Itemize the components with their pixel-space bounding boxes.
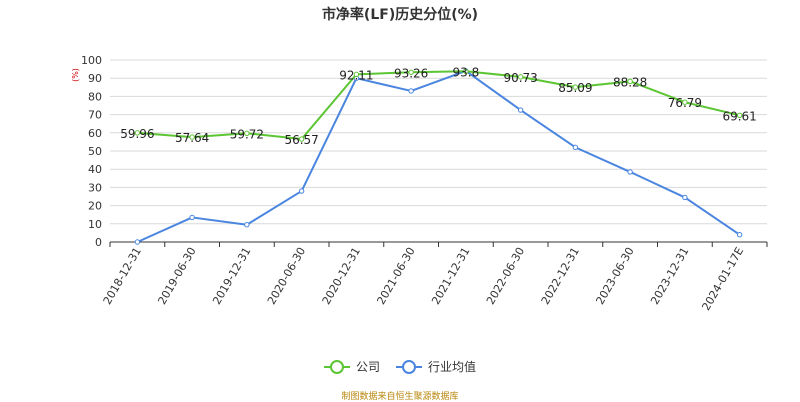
series-0-point <box>736 112 743 119</box>
x-tick-label: 2018-12-31 <box>101 245 144 307</box>
series-1-point <box>627 169 633 175</box>
series-1-point <box>189 214 195 221</box>
series-0-point <box>463 68 469 74</box>
data-label: 92.11 <box>339 68 373 82</box>
y-tick-label: 50 <box>88 145 102 158</box>
y-tick-label: 100 <box>81 54 102 67</box>
series-line-0 <box>137 70 740 141</box>
series-0-point <box>517 74 524 80</box>
series-0-point <box>682 99 688 105</box>
series-0-point <box>298 136 305 142</box>
data-label: 59.72 <box>230 127 264 141</box>
y-tick-label: 70 <box>88 109 102 122</box>
data-label: 56.57 <box>284 133 318 147</box>
series-0-point <box>572 84 579 90</box>
x-tick-label: 2019-06-30 <box>155 245 198 307</box>
series-0-point <box>244 130 250 137</box>
series-1-point <box>736 232 743 238</box>
x-tick-label: 2020-12-31 <box>320 245 363 307</box>
series-0-point <box>627 78 633 85</box>
y-tick-label: 60 <box>88 127 102 140</box>
data-label: 88.28 <box>613 75 647 89</box>
y-tick-label: 30 <box>88 181 102 194</box>
y-tick-label: 20 <box>88 200 102 213</box>
legend-marker-icon <box>323 359 350 374</box>
data-label: 69.61 <box>722 109 756 123</box>
data-label: 85.09 <box>558 81 592 95</box>
series-1-point <box>682 194 688 201</box>
y-axis-unit-label: (%) <box>71 68 80 82</box>
data-label: 76.79 <box>668 96 702 110</box>
series-1-point <box>517 107 524 113</box>
data-label: 90.73 <box>503 71 537 85</box>
y-tick-label: 0 <box>95 236 102 249</box>
x-tick-label: 2022-06-30 <box>484 245 527 307</box>
y-tick-label: 10 <box>88 218 102 231</box>
data-source-note: 制图数据来自恒生聚源数据库 <box>341 392 459 402</box>
y-tick-label: 40 <box>88 163 102 176</box>
grid-lines <box>110 59 767 243</box>
x-tick-label: 2021-06-30 <box>374 245 417 307</box>
legend-marker-icon <box>396 359 422 374</box>
series-0-point <box>189 134 195 140</box>
data-label: 59.96 <box>120 127 154 141</box>
series-0-point <box>408 69 414 75</box>
data-labels: 59.96 57.64 59.72 56.57 92.11 93.26 93.8 90.73 8… <box>120 65 757 147</box>
legend-item-0[interactable]: 公司 <box>323 358 380 375</box>
data-label: 93.26 <box>394 66 428 80</box>
x-tick-label: 2022-12-31 <box>539 245 582 307</box>
chart-title: 市净率(LF)历史分位(%) <box>321 7 479 23</box>
legend: 公司 行业均值 <box>0 358 800 377</box>
legend-label: 行业均值 <box>428 360 477 374</box>
y-tick-label: 90 <box>88 72 102 85</box>
series-1-point <box>134 239 141 245</box>
series-0-point <box>353 71 360 78</box>
y-tick-label: 80 <box>88 90 102 103</box>
x-tick-label: 2019-12-31 <box>210 245 253 307</box>
x-tick-label: 2024-01-17E <box>700 245 747 313</box>
legend-label: 公司 <box>355 360 380 374</box>
x-tick-label: 2023-12-31 <box>648 245 691 307</box>
series-lines <box>134 68 743 245</box>
data-label: 93.8 <box>453 65 480 79</box>
series-0-point <box>134 130 141 136</box>
x-tick-label: 2023-06-30 <box>593 245 636 307</box>
series-line-1 <box>136 69 741 243</box>
data-label: 57.64 <box>175 131 209 145</box>
series-1-point <box>572 144 579 151</box>
series-1-point <box>408 88 414 94</box>
series-1-point <box>298 188 305 194</box>
legend-item-1[interactable]: 行业均值 <box>396 358 476 375</box>
x-tick-label: 2021-12-31 <box>429 245 472 307</box>
x-tick-label: 2020-06-30 <box>265 245 308 307</box>
series-1-point <box>244 222 250 228</box>
axes: 0 10 20 30 40 50 60 70 80 90 100 2018-12-31 2019-06-… <box>81 54 768 313</box>
